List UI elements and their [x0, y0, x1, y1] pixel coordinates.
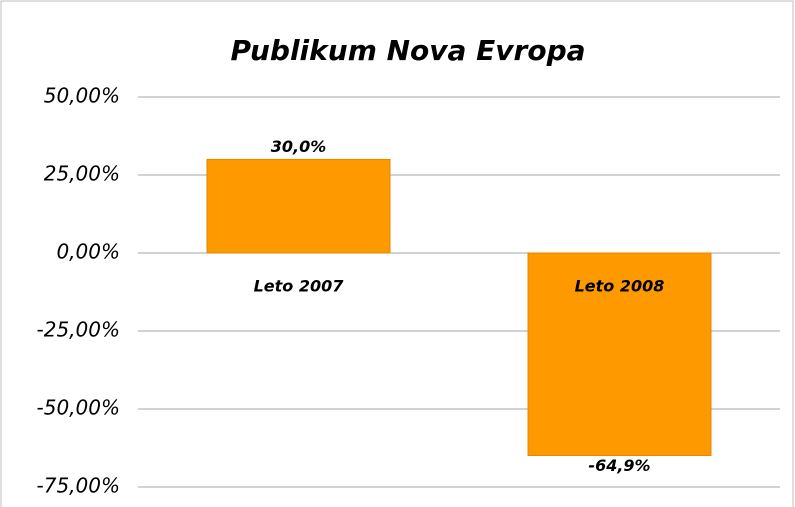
chart-title: Publikum Nova Evropa: [230, 34, 585, 67]
y-tick-label: 0,00%: [56, 240, 120, 264]
y-tick-label: -25,00%: [37, 318, 120, 342]
y-tick-label: 50,00%: [44, 84, 120, 108]
data-label: 30,0%: [271, 137, 327, 156]
data-label: -64,9%: [588, 456, 650, 475]
y-tick-label: -75,00%: [37, 474, 120, 498]
bar: [527, 252, 712, 456]
x-tick-label: Leto 2007: [254, 277, 345, 296]
y-tick-label: 25,00%: [44, 162, 120, 186]
bar: [206, 158, 391, 254]
x-tick-label: Leto 2008: [575, 277, 665, 296]
y-tick-label: -50,00%: [37, 396, 120, 420]
